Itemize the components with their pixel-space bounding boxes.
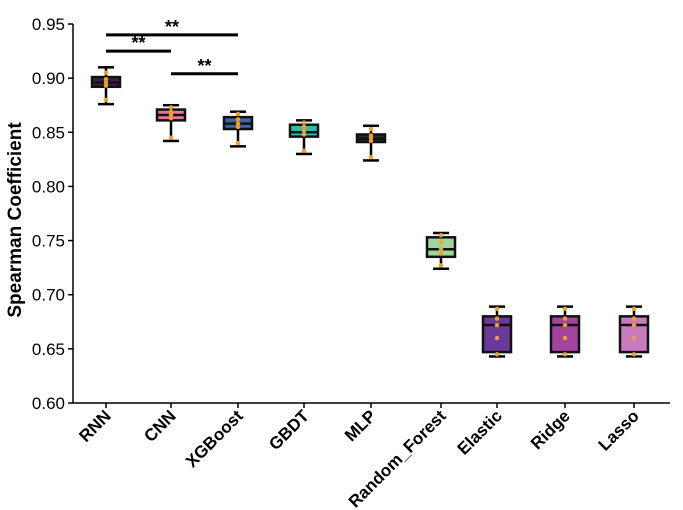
data-point	[235, 124, 241, 130]
data-point	[368, 133, 374, 138]
data-point	[368, 138, 374, 144]
y-axis-label: Spearman Coefficient	[5, 122, 26, 318]
x-tick-label: CNN	[140, 406, 179, 445]
box-body	[481, 315, 513, 354]
data-point	[562, 306, 568, 311]
significance-group: ** ** **	[106, 17, 238, 76]
box-ridge	[549, 305, 581, 358]
data-point	[168, 109, 174, 114]
x-tick-label: Elastic	[454, 406, 506, 458]
data-point	[438, 239, 444, 244]
data-point	[168, 105, 174, 110]
data-point	[438, 247, 444, 252]
data-point	[631, 322, 637, 328]
y-tick-label: 0.75	[32, 232, 65, 251]
x-tick-label: Ridge	[527, 406, 574, 453]
data-point	[103, 80, 109, 85]
x-tick-label: XGBoost	[182, 406, 247, 471]
data-point	[562, 322, 568, 328]
data-point	[301, 120, 307, 125]
data-point	[301, 129, 307, 134]
box-gbdt	[288, 119, 320, 156]
data-point	[562, 352, 568, 357]
data-point	[494, 306, 500, 311]
data-point	[631, 335, 637, 341]
x-tick-label: Lasso	[595, 406, 643, 454]
data-point	[494, 322, 500, 328]
data-point	[235, 140, 241, 146]
data-point	[235, 111, 241, 117]
x-tick-label: MLP	[341, 406, 380, 445]
data-point	[103, 77, 109, 82]
data-point	[368, 154, 374, 160]
y-tick-label: 0.65	[32, 340, 65, 359]
data-point	[494, 316, 500, 321]
significance-label: **	[165, 17, 179, 37]
data-point	[494, 352, 500, 357]
data-point	[438, 263, 444, 268]
data-point	[631, 316, 637, 321]
data-point	[438, 251, 444, 256]
y-tick-label: 0.95	[32, 15, 65, 34]
data-point	[103, 70, 109, 75]
box-elastic	[481, 305, 513, 358]
data-point	[368, 126, 374, 132]
x-tick-label: GBDT	[265, 406, 313, 454]
data-point	[168, 135, 174, 140]
x-tick-label: RNN	[75, 406, 114, 445]
y-tick-label: 0.85	[32, 123, 65, 142]
axes-group: 0.60 0.65 0.70 0.75 0.80 0.85 0.90 0.95 RNN CNN XG…	[32, 15, 670, 510]
box-rnn	[90, 66, 122, 106]
y-tick-label: 0.60	[32, 394, 65, 413]
data-point	[168, 112, 174, 118]
marks-group	[90, 66, 650, 358]
data-point	[103, 97, 109, 103]
box-random-forest	[425, 231, 457, 270]
y-tick-label: 0.90	[32, 69, 65, 88]
y-tick-label: 0.70	[32, 286, 65, 305]
box-lasso	[618, 305, 650, 358]
box-cnn	[155, 103, 187, 143]
data-point	[438, 232, 444, 238]
data-point	[494, 335, 500, 341]
data-point	[301, 124, 307, 130]
data-point	[168, 116, 174, 121]
box-mlp	[355, 124, 387, 162]
box-body	[618, 315, 650, 354]
box-body	[549, 315, 581, 354]
data-point	[103, 83, 109, 88]
y-tick-label: 0.80	[32, 177, 65, 196]
data-point	[631, 352, 637, 357]
data-point	[235, 121, 241, 126]
data-point	[301, 148, 307, 153]
data-point	[631, 306, 637, 311]
data-point	[562, 335, 568, 341]
significance-label: **	[131, 33, 145, 53]
data-point	[562, 316, 568, 321]
significance-label: **	[197, 56, 211, 76]
box-xgboost	[222, 110, 254, 148]
data-point	[301, 132, 307, 137]
data-point	[235, 117, 241, 122]
